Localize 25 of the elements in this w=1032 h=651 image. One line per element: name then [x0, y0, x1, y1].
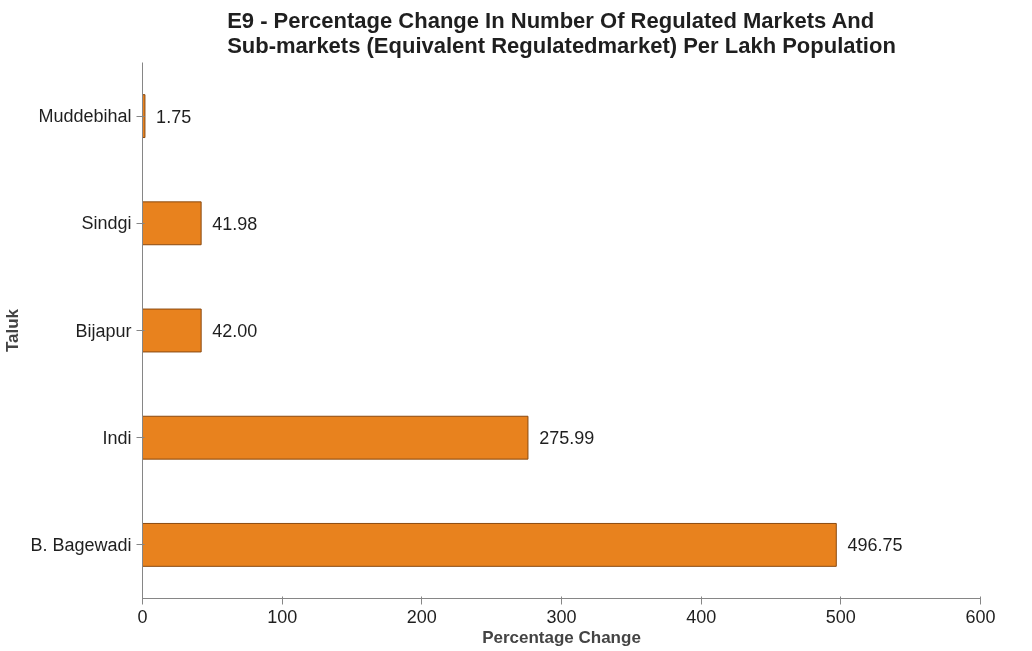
y-tick-label: Sindgi	[81, 213, 132, 234]
x-tick-label: 300	[546, 606, 577, 627]
bar	[142, 201, 202, 246]
y-tick-label: Bijapur	[75, 320, 132, 341]
x-tick-label: 400	[686, 606, 717, 627]
y-tick-label: Muddebihal	[38, 106, 132, 127]
x-tick-label: 500	[825, 606, 856, 627]
data-label: 275.99	[539, 428, 595, 449]
x-tick-label: 200	[406, 606, 437, 627]
x-tick-label: 600	[965, 606, 996, 627]
x-axis-title: Percentage Change	[482, 627, 641, 647]
x-tick-label: 100	[267, 606, 298, 627]
y-axis-title: Taluk	[3, 308, 23, 353]
data-label: 496.75	[847, 535, 903, 556]
bar	[142, 308, 202, 353]
y-tick-label: Indi	[102, 427, 132, 448]
data-label: 1.75	[156, 106, 192, 127]
bar	[142, 415, 529, 460]
chart-title: E9 - Percentage Change In Number Of Regulated Markets And Sub-markets (Equivalent Regulatedmarket) Per Lakh Population	[227, 7, 896, 58]
bar	[142, 94, 146, 139]
y-tick-label: B. Bagewadi	[30, 534, 132, 555]
x-tick-label: 0	[137, 606, 148, 627]
data-label: 42.00	[212, 321, 258, 341]
bar	[142, 522, 837, 567]
data-label: 41.98	[212, 213, 258, 234]
